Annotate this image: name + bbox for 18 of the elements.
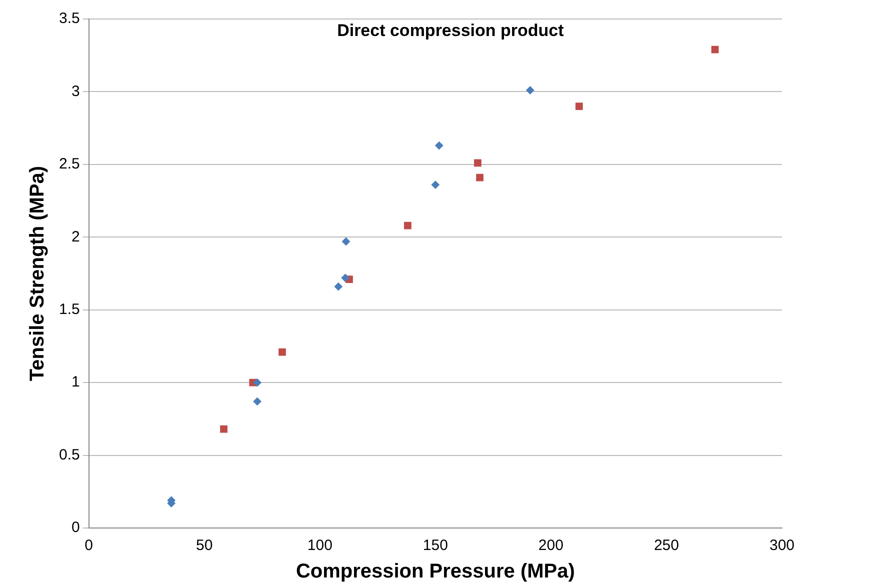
x-tick-label: 250 — [654, 537, 679, 554]
x-tick-label: 50 — [196, 537, 213, 554]
x-axis-title: Compression Pressure (MPa) — [296, 560, 575, 583]
y-tick-label: 1.5 — [58, 301, 80, 318]
x-tick-label: 200 — [538, 537, 564, 554]
y-tick-label: 2.5 — [58, 156, 80, 173]
y-tick-label: 0 — [72, 519, 80, 536]
x-tick-label: 100 — [307, 537, 332, 554]
y-tick-label: 0.5 — [58, 446, 80, 464]
y-tick-label: 2 — [72, 228, 80, 246]
x-tick-label: 0 — [84, 537, 94, 554]
y-tick-label: 3.5 — [58, 10, 80, 28]
y-tick-label: 1 — [72, 374, 80, 391]
chart-title: Direct compression product — [337, 21, 564, 40]
y-tick-label: 3 — [72, 82, 80, 100]
x-tick-label: 150 — [422, 537, 448, 554]
x-tick-label: 300 — [769, 537, 795, 554]
y-axis-title: Tensile Strength (MPa) — [26, 166, 49, 382]
